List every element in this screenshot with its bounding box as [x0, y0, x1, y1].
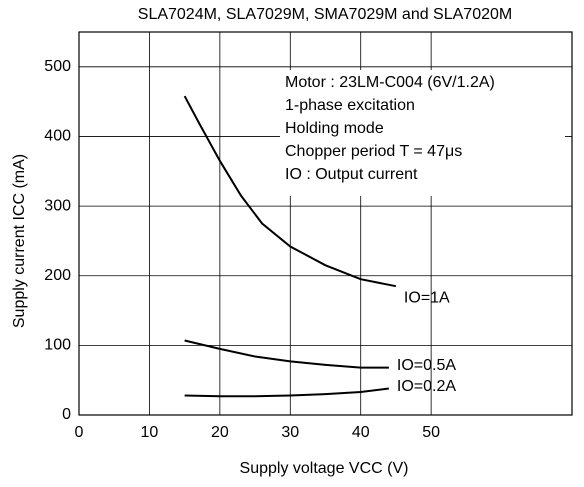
series-line — [184, 387, 390, 398]
y-axis-label: Supply current ICC (mA) — [11, 154, 28, 328]
series-line — [184, 339, 389, 369]
chart-title: SLA7024M, SLA7029M, SMA7029M and SLA7020… — [138, 6, 512, 23]
x-tick-label: 20 — [211, 424, 229, 441]
annotation-line: IO : Output current — [285, 166, 418, 183]
series-label: IO=0.5A — [397, 357, 456, 374]
x-tick-label: 0 — [75, 424, 84, 441]
x-axis-label: Supply voltage VCC (V) — [240, 460, 409, 477]
x-tick-label: 30 — [281, 424, 299, 441]
x-tick-label: 10 — [141, 424, 159, 441]
series-line — [183, 95, 397, 288]
series-label: IO=1A — [404, 289, 450, 306]
annotation-line: Chopper period T = 47μs — [285, 143, 462, 160]
x-tick-label: 50 — [422, 424, 440, 441]
y-tick-label: 300 — [44, 197, 71, 214]
x-tick-label: 40 — [352, 424, 370, 441]
annotation-line: Holding mode — [285, 120, 384, 137]
annotation-line: 1-phase excitation — [285, 97, 415, 114]
annotation-box — [280, 70, 565, 196]
annotation-line: Motor : 23LM-C004 (6V/1.2A) — [285, 74, 495, 91]
y-tick-label: 200 — [44, 267, 71, 284]
y-tick-label: 100 — [44, 337, 71, 354]
series-label: IO=0.2A — [397, 378, 456, 395]
y-tick-label: 400 — [44, 128, 71, 145]
y-tick-label: 0 — [62, 406, 71, 423]
plot-frame — [78, 31, 573, 416]
y-tick-label: 500 — [44, 58, 71, 75]
